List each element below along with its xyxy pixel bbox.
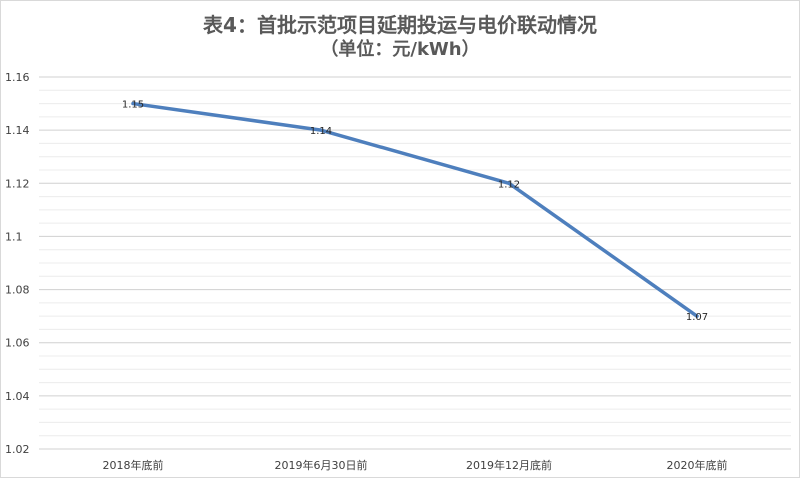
y-tick-label: 1.16 bbox=[5, 71, 30, 84]
chart-title: 表4：首批示范项目延期投运与电价联动情况 bbox=[203, 13, 597, 37]
gridlines bbox=[39, 76, 791, 450]
chart-subtitle: （单位：元/kWh） bbox=[320, 39, 480, 60]
data-label: 1.07 bbox=[686, 312, 708, 323]
data-label: 1.14 bbox=[310, 126, 332, 137]
x-tick-label: 2020年底前 bbox=[667, 458, 728, 472]
y-tick-label: 1.1 bbox=[5, 230, 23, 243]
data-point bbox=[507, 181, 511, 185]
y-tick-label: 1.12 bbox=[5, 177, 30, 190]
y-tick-label: 1.04 bbox=[5, 390, 30, 403]
y-tick-label: 1.06 bbox=[5, 337, 30, 350]
x-tick-label: 2019年12月底前 bbox=[466, 458, 552, 472]
data-point bbox=[695, 314, 699, 318]
y-tick-label: 1.08 bbox=[5, 284, 30, 297]
data-point bbox=[131, 102, 135, 106]
data-label: 1.12 bbox=[498, 179, 520, 190]
x-tick-label: 2019年6月30日前 bbox=[275, 458, 368, 472]
x-tick-label: 2018年底前 bbox=[103, 458, 164, 472]
data-point bbox=[319, 128, 323, 132]
data-label: 1.15 bbox=[122, 100, 144, 111]
y-tick-label: 1.14 bbox=[5, 124, 30, 137]
y-tick-label: 1.02 bbox=[5, 443, 30, 456]
series-line bbox=[131, 101, 699, 318]
